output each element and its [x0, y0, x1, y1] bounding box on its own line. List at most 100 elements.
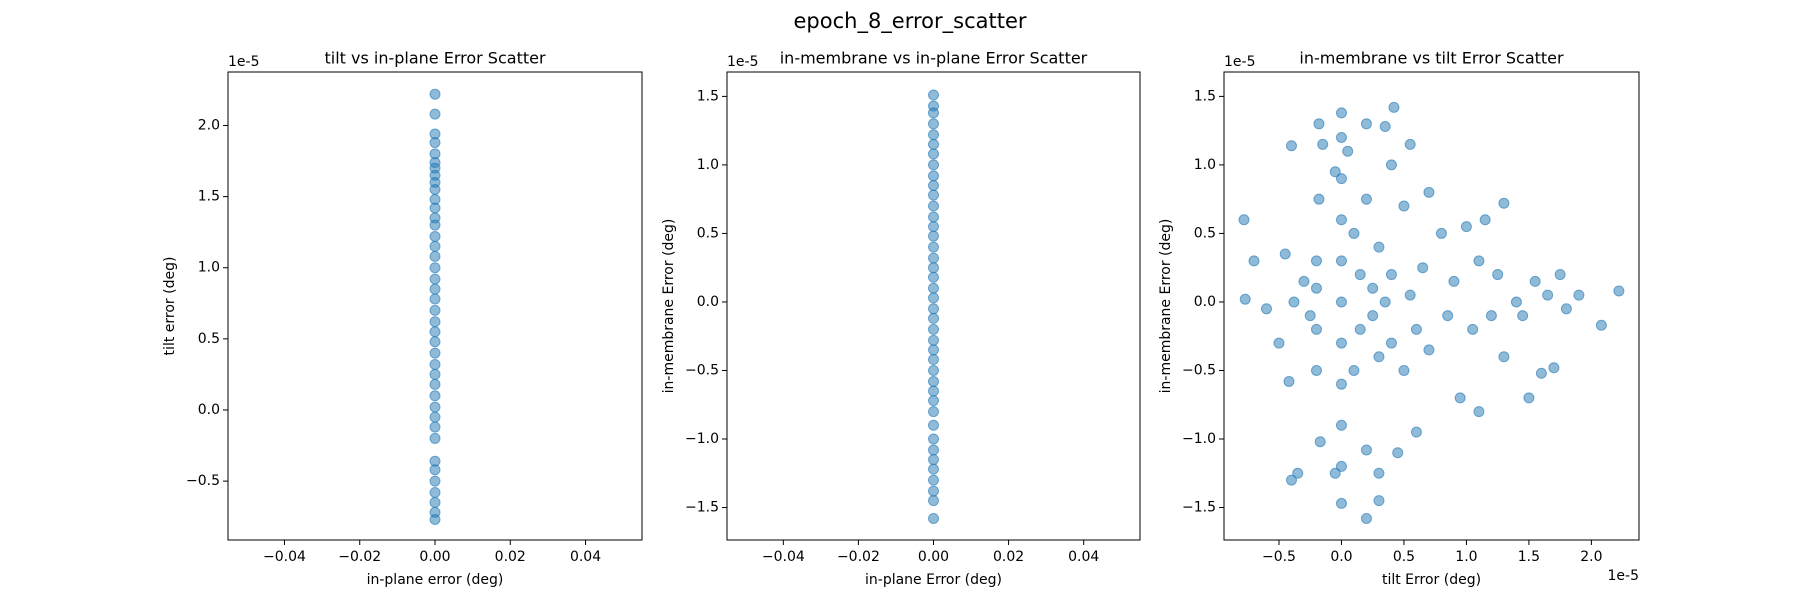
y-tick-label: 1.5 — [1194, 88, 1216, 104]
x-axis-label: in-plane Error (deg) — [865, 572, 1002, 588]
point — [928, 385, 939, 397]
point — [1479, 214, 1491, 226]
point — [429, 326, 441, 338]
point — [1498, 351, 1510, 363]
point — [928, 271, 939, 283]
point — [1335, 107, 1347, 119]
x-tick-label: 0.04 — [1068, 549, 1099, 565]
point — [1360, 444, 1372, 456]
y-tick-label: 1.0 — [1194, 157, 1216, 173]
point — [928, 474, 939, 486]
point — [1554, 269, 1566, 281]
y-tick-label: −0.5 — [186, 473, 220, 489]
x-tick-label: 0.00 — [419, 549, 450, 565]
y-tick-label: −0.5 — [1182, 362, 1216, 378]
point — [429, 183, 441, 195]
point — [1285, 474, 1297, 486]
point — [1423, 186, 1435, 198]
x-offset-label: 1e-5 — [1608, 568, 1639, 584]
point — [1448, 275, 1460, 287]
point — [429, 304, 441, 316]
point — [1435, 227, 1447, 239]
y-tick-label: 0.5 — [1194, 225, 1216, 241]
point — [1454, 392, 1466, 404]
point — [1485, 310, 1497, 322]
point — [429, 137, 441, 149]
point — [1342, 145, 1354, 157]
point — [1335, 296, 1347, 308]
x-tick-label: −0.04 — [263, 549, 306, 565]
point — [1238, 214, 1250, 226]
point — [1385, 269, 1397, 281]
point — [429, 390, 441, 402]
point — [429, 358, 441, 370]
point — [928, 454, 939, 466]
y-tick-label: −1.5 — [1182, 500, 1216, 516]
point — [1335, 419, 1347, 431]
point — [1310, 323, 1322, 335]
point — [928, 303, 939, 315]
point — [429, 432, 441, 444]
point — [429, 316, 441, 328]
point — [928, 344, 939, 356]
point — [1279, 248, 1291, 260]
y-axis-label: in-membrane Error (deg) — [661, 219, 677, 394]
point — [429, 486, 441, 498]
point — [1473, 255, 1485, 267]
point — [429, 421, 441, 433]
point — [1354, 269, 1366, 281]
point — [1404, 138, 1416, 150]
y-offset-label: 1e-5 — [1224, 54, 1255, 70]
point — [1373, 241, 1385, 253]
point — [1473, 406, 1485, 418]
y-tick-label: 0.5 — [198, 331, 220, 347]
point — [1292, 467, 1304, 479]
point — [1298, 275, 1310, 287]
point — [928, 406, 939, 418]
point — [1535, 367, 1547, 379]
y-offset-label: 1e-5 — [727, 54, 758, 70]
point — [928, 148, 939, 160]
axes-frame — [1223, 71, 1640, 541]
point — [928, 129, 939, 141]
x-axis-label: in-plane error (deg) — [367, 572, 504, 588]
point — [1398, 200, 1410, 212]
point — [1317, 138, 1329, 150]
point — [1335, 378, 1347, 390]
x-axis-label: tilt Error (deg) — [1382, 572, 1481, 588]
point — [1335, 214, 1347, 226]
point — [1360, 512, 1372, 524]
point — [1283, 375, 1295, 387]
y-tick-label: 0.0 — [697, 294, 719, 310]
point — [928, 433, 939, 445]
point — [1613, 285, 1625, 297]
point — [1314, 436, 1326, 448]
y-axis-label: in-membrane Error (deg) — [1158, 219, 1174, 394]
point — [1379, 121, 1391, 133]
point — [1467, 323, 1479, 335]
axes-frame — [726, 71, 1141, 541]
y-tick-label: 0.0 — [198, 402, 220, 418]
x-tick-label: 2.0 — [1580, 549, 1602, 565]
point — [429, 378, 441, 390]
point — [1373, 495, 1385, 507]
point — [1310, 282, 1322, 294]
point — [1417, 262, 1429, 274]
point — [429, 219, 441, 231]
point — [1335, 255, 1347, 267]
x-tick-label: 0.04 — [570, 549, 601, 565]
point — [928, 512, 939, 524]
point — [928, 138, 939, 150]
point — [1373, 467, 1385, 479]
point — [1335, 460, 1347, 472]
point — [429, 250, 441, 262]
point — [928, 444, 939, 456]
y-tick-label: −1.0 — [685, 431, 719, 447]
point — [1335, 497, 1347, 509]
y-tick-label: 0.0 — [1194, 294, 1216, 310]
y-tick-label: 1.5 — [697, 88, 719, 104]
point — [1388, 101, 1400, 113]
point — [429, 411, 441, 423]
